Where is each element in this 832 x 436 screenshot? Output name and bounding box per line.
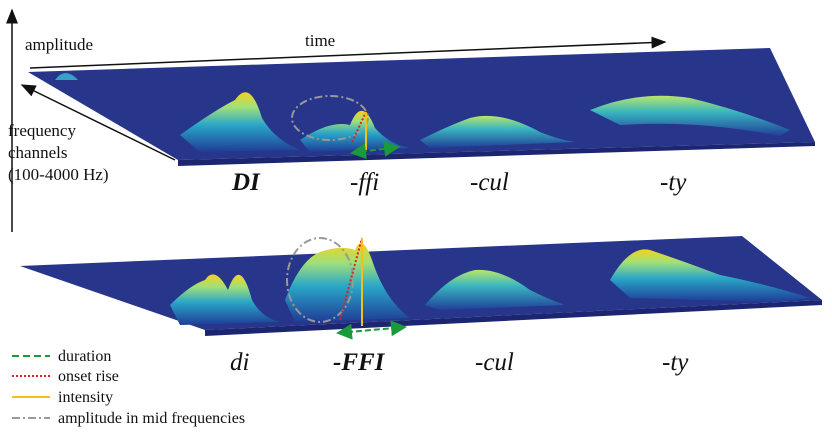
duration-marker (350, 140, 400, 160)
axis-label: time (305, 31, 335, 50)
syllable: -ty (660, 169, 687, 196)
syllable: DI (231, 169, 261, 196)
axis-label: channels (8, 143, 67, 162)
legend: duration onset rise intensity amplitude … (12, 348, 245, 427)
onset-rise-marker (351, 111, 367, 143)
spectrogram-top (28, 48, 815, 166)
duration-marker (336, 320, 407, 340)
legend-label: amplitude in mid frequencies (58, 410, 245, 427)
axis-label: (100-4000 Hz) (8, 165, 109, 184)
legend-label: duration (58, 348, 111, 365)
syllable: di (230, 349, 250, 376)
axis-label: frequency (8, 121, 76, 140)
spectrogram-bottom (20, 236, 822, 336)
axis-label: amplitude (25, 35, 93, 54)
legend-label: onset rise (58, 368, 119, 385)
syllable: -ty (662, 349, 689, 376)
syllable: -ffi (350, 169, 379, 196)
frequency-axis (20, 84, 176, 161)
mid-frequency-marker (286, 237, 354, 323)
syllable: -FFI (333, 349, 386, 376)
time-axis (29, 36, 667, 69)
legend-label: intensity (58, 389, 113, 406)
syllable: -cul (475, 349, 514, 376)
mid-frequency-marker (291, 95, 369, 141)
syllable: -cul (470, 169, 509, 196)
